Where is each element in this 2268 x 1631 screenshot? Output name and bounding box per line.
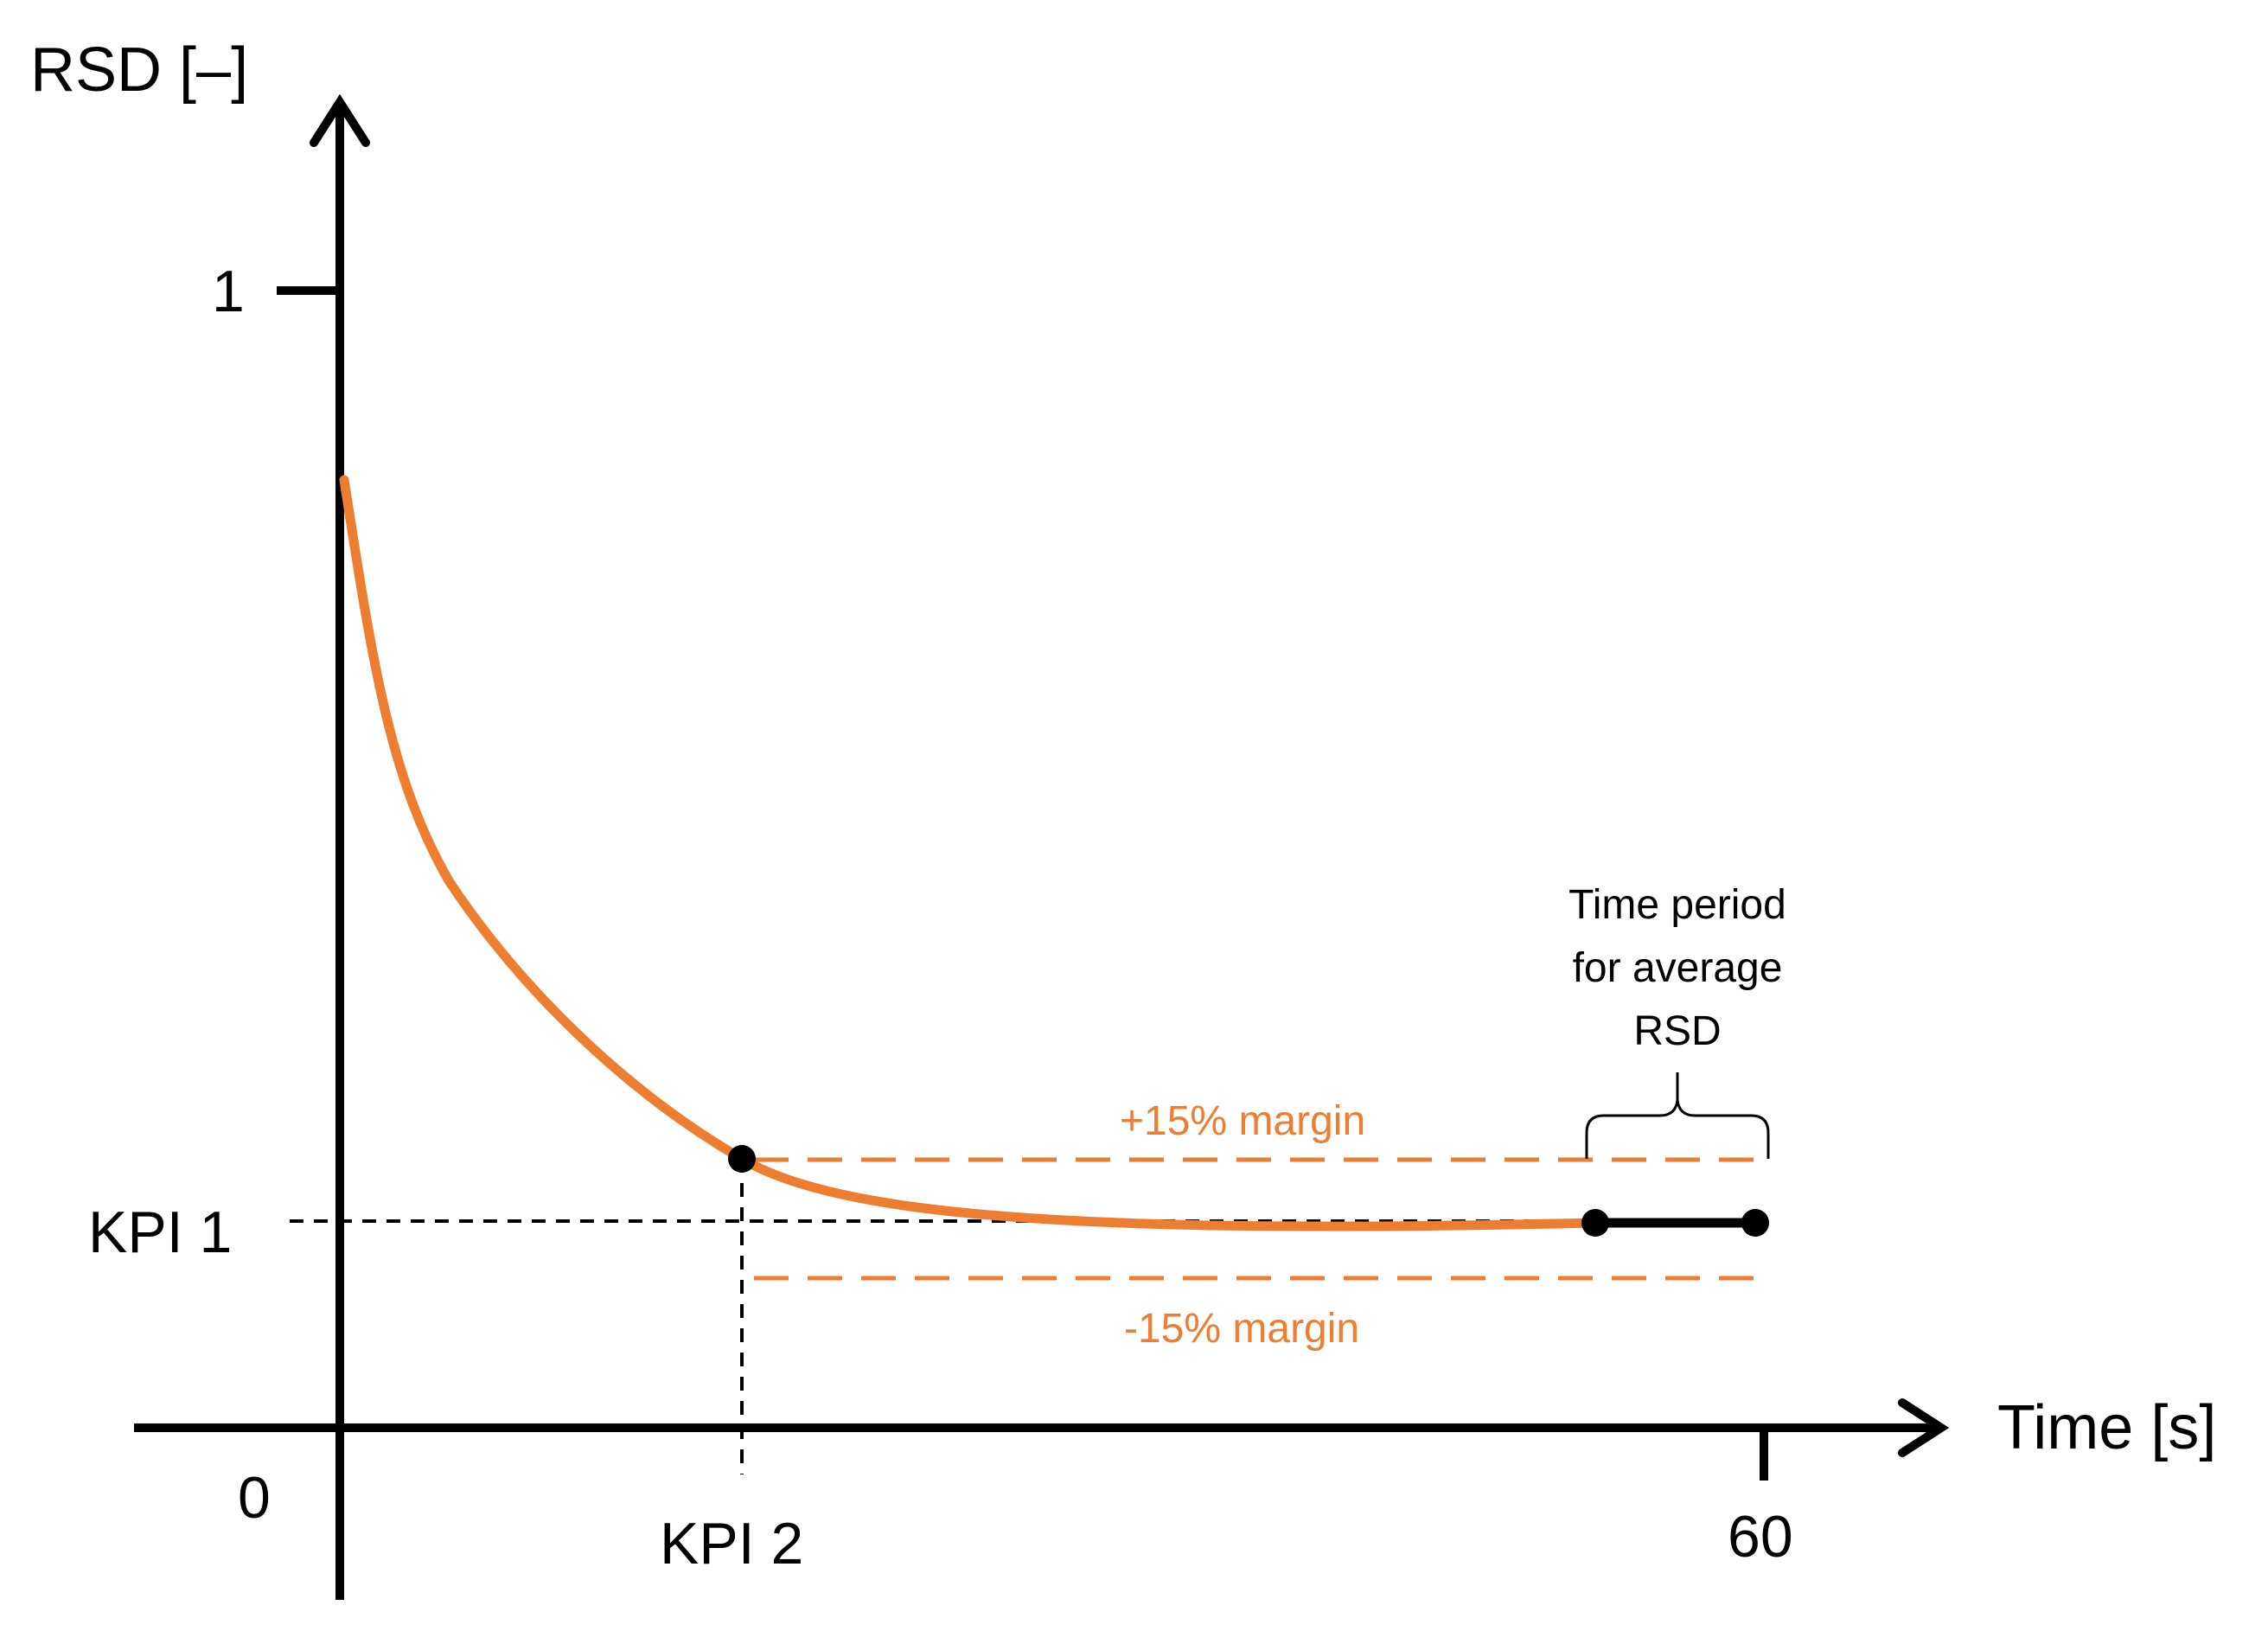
- y-tick-label: 1: [212, 259, 245, 324]
- rsd-curve: [339, 475, 1600, 1231]
- lower-margin-label: -15% margin: [1124, 1306, 1359, 1352]
- x-axis-arrowhead: [1898, 1398, 1950, 1457]
- y-axis-label: RSD [–]: [30, 35, 248, 105]
- average-window-label-line2: for average: [1573, 945, 1783, 991]
- kpi2-point: [728, 1145, 756, 1173]
- kpi1-label: KPI 1: [88, 1199, 232, 1265]
- x-axis-label: Time [s]: [1997, 1393, 2216, 1462]
- y-axis-arrowhead: [310, 93, 370, 147]
- average-window-end-point: [1741, 1209, 1769, 1237]
- origin-label: 0: [238, 1465, 271, 1531]
- upper-margin-label: +15% margin: [1120, 1098, 1365, 1144]
- average-window-label-line1: Time period: [1568, 882, 1786, 928]
- average-window-brace: [1585, 1072, 1770, 1159]
- kpi2-label: KPI 2: [660, 1511, 803, 1577]
- x-tick-label: 60: [1728, 1504, 1793, 1570]
- average-window-start-point: [1581, 1209, 1609, 1237]
- average-window-label-line3: RSD: [1633, 1008, 1721, 1054]
